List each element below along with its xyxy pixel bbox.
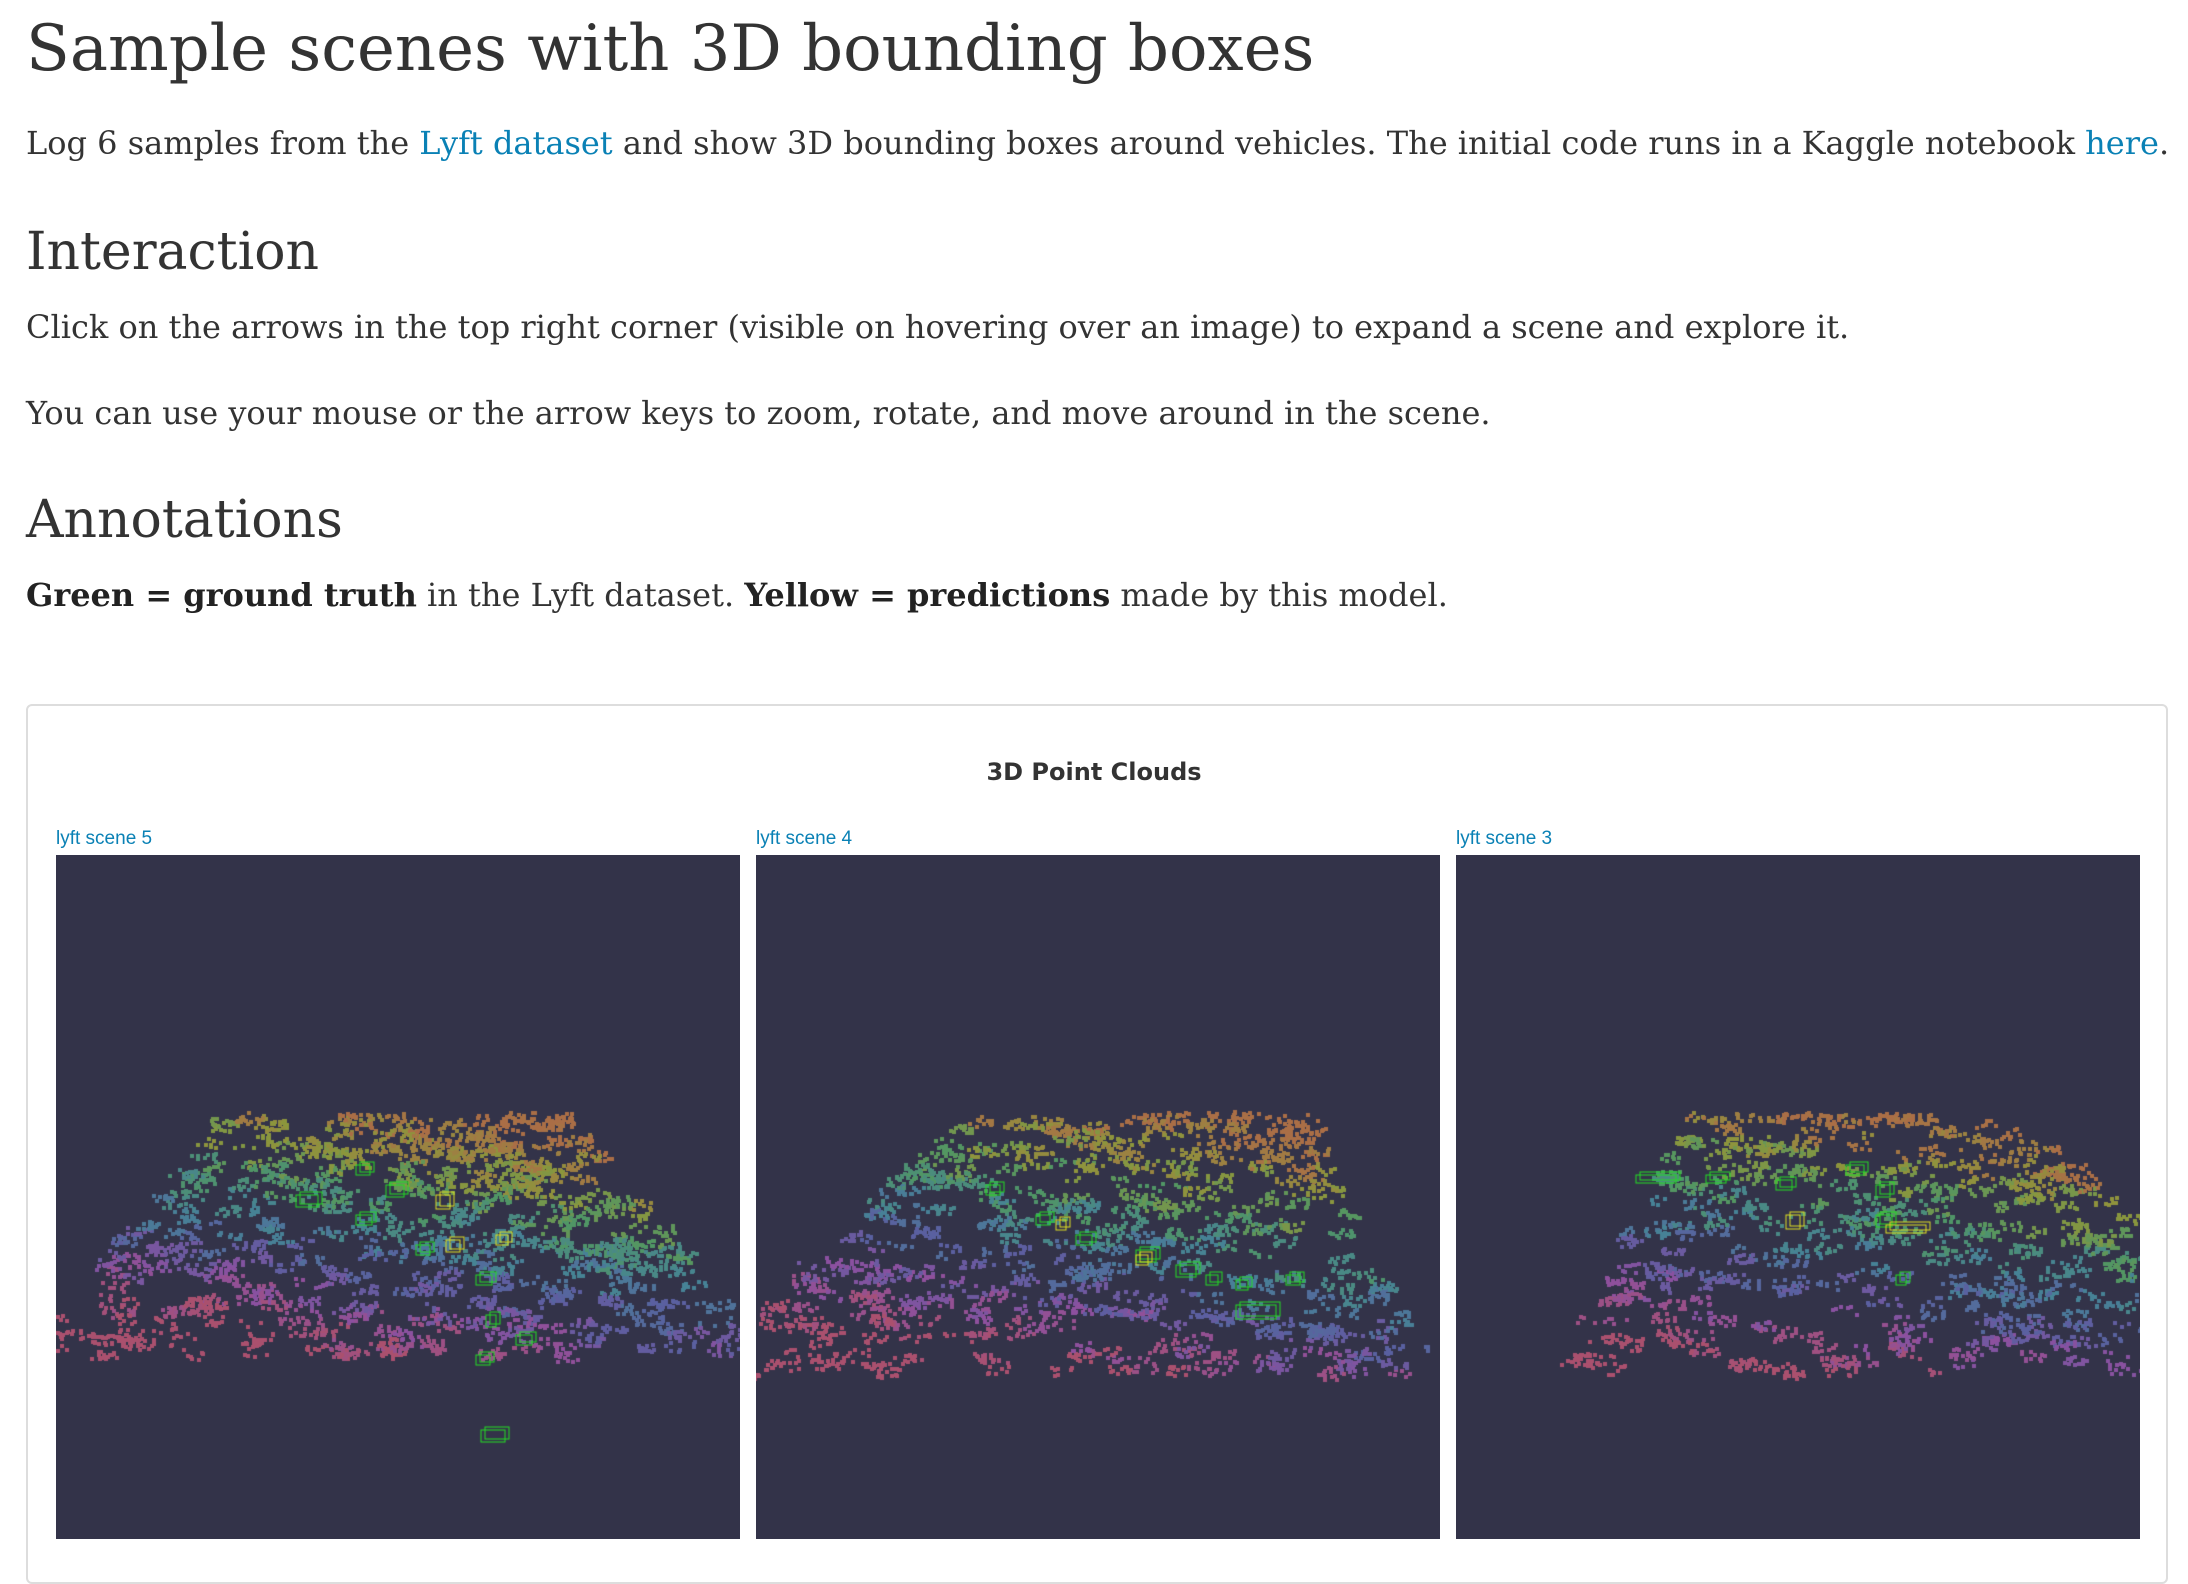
interaction-paragraph-1: Click on the arrows in the top right cor… — [26, 308, 1850, 346]
interaction-paragraph-2: You can use your mouse or the arrow keys… — [26, 394, 1491, 432]
annotations-heading: Annotations — [26, 490, 343, 550]
page-title: Sample scenes with 3D bounding boxes — [26, 12, 1315, 86]
annotations-text: made by this model. — [1110, 576, 1448, 614]
interaction-heading: Interaction — [26, 222, 320, 282]
intro-text: . — [2158, 124, 2170, 162]
panel-title: 3D Point Clouds — [986, 758, 1202, 786]
intro-text: Log 6 samples from the — [26, 124, 420, 162]
scene-label: lyft scene 5 — [56, 828, 153, 849]
scene-label: lyft scene 4 — [756, 828, 853, 849]
intro-paragraph: Log 6 samples from the Lyft dataset and … — [26, 124, 2169, 162]
point-cloud-scene-3[interactable] — [1456, 855, 2140, 1539]
lyft-dataset-link[interactable]: Lyft dataset — [419, 124, 613, 162]
kaggle-notebook-link[interactable]: here — [2085, 124, 2159, 162]
yellow-legend: Yellow = predictions — [744, 576, 1111, 614]
green-legend: Green = ground truth — [26, 576, 417, 614]
annotations-text: in the Lyft dataset. — [416, 576, 745, 614]
intro-text: and show 3D bounding boxes around vehicl… — [612, 124, 2086, 162]
annotations-paragraph: Green = ground truth in the Lyft dataset… — [26, 576, 1448, 614]
point-cloud-scene-4[interactable] — [756, 855, 1440, 1539]
scene-label: lyft scene 3 — [1456, 828, 1553, 849]
point-cloud-scene-5[interactable] — [56, 855, 740, 1539]
